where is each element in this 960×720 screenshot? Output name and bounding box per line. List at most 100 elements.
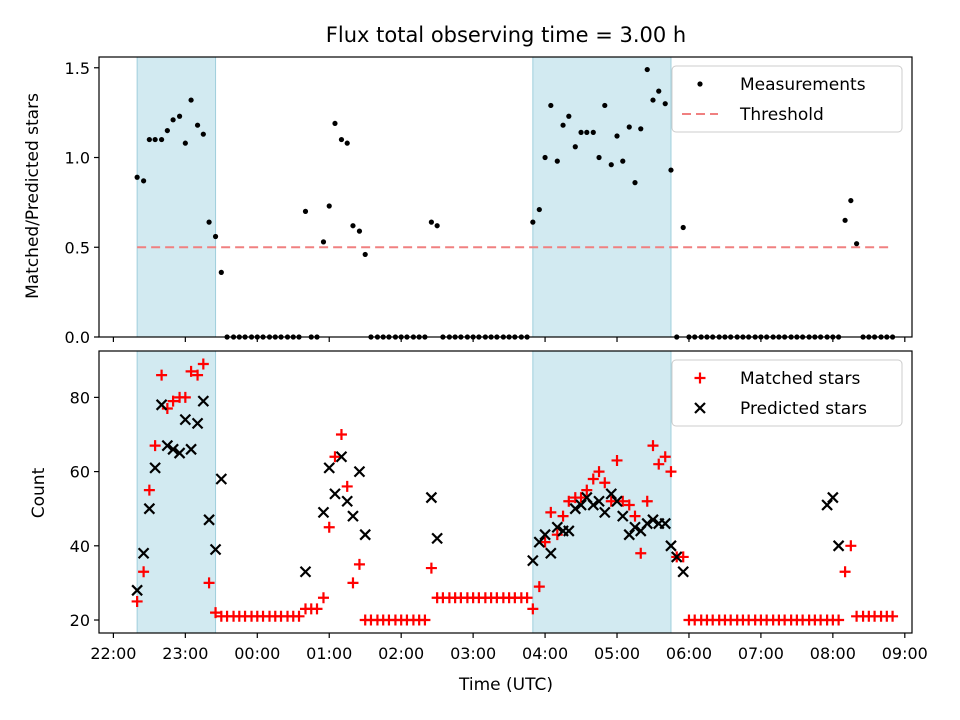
measurement-point [596,154,602,161]
chart-title: Flux total observing time = 3.00 h [326,23,686,47]
measurement-point [626,124,632,130]
predicted-star-point [173,447,186,459]
measurement-point [141,178,147,184]
matched-star-point [425,562,437,574]
matched-star-point [131,595,143,607]
predicted-star-point [335,450,348,463]
matched-star-point [641,495,653,507]
measurement-point [218,269,224,275]
measurement-point [206,219,212,225]
measurement-point [164,127,170,134]
measurement-point [632,180,638,186]
matched-star-point [545,506,557,518]
predicted-star-point [527,554,539,567]
predicted-star-point [191,417,204,430]
predicted-star-point [347,510,359,522]
measurement-point [608,162,614,168]
matched-star-point [167,395,179,407]
measurement-point [650,97,656,103]
measurement-point [356,228,363,234]
matched-star-point [149,440,161,452]
bottom-y-axis-label: Count [29,467,49,518]
legend-measurement-marker [697,81,703,87]
y-tick-label: 60 [70,463,90,482]
measurement-point [176,113,183,119]
measurement-point [134,174,140,180]
predicted-star-point [593,495,605,508]
measurement-point [530,219,536,225]
matched-star-point [563,495,575,507]
predicted-star-point [575,499,587,511]
predicted-star-point [563,525,575,537]
predicted-star-point [616,510,629,522]
matched-star-point [839,566,851,578]
measurement-point [182,140,188,146]
matched-star-point [833,614,845,626]
matched-star-point [138,566,150,578]
matched-star-point [347,577,359,589]
top-y-axis-label: Matched/Predicted stars [23,93,43,299]
matched-star-point [197,358,209,370]
predicted-star-point [203,514,215,526]
predicted-star-point [670,551,683,563]
measurement-point [542,154,548,161]
measurement-point [536,206,542,213]
y-tick-label: 0.5 [65,238,90,257]
matched-star-point [156,369,168,381]
y-tick-label: 0.0 [65,328,90,347]
legend-box [671,359,903,427]
measurement-point [644,66,650,73]
predicted-star-point [587,499,600,511]
matched-star-point [845,540,857,552]
y-tick-label: 1.5 [65,59,90,78]
predicted-star-point [605,488,618,500]
measurement-point [548,102,554,109]
measurement-point [668,167,674,173]
predicted-star-point [215,473,228,485]
x-tick-label: 00:00 [234,644,280,663]
legend-matched-marker [694,372,706,384]
matched-star-point [161,403,173,415]
predicted-star-point [179,413,192,426]
matched-star-point [527,603,539,615]
legend-predicted-marker [694,402,706,414]
measurement-point [200,131,206,137]
measurement-point [326,203,332,209]
legend: Matched stars Predicted stars [671,359,903,427]
measurement-point [854,241,860,247]
measurement-point [656,88,662,94]
matched-star-point [311,603,323,615]
predicted-star-point [425,491,438,504]
measurement-point [212,233,219,240]
predicted-star-point [209,543,222,556]
predicted-star-point [431,532,443,545]
measurement-point [428,219,434,225]
matched-star-point [539,536,551,548]
predicted-star-point [137,547,150,560]
measurement-point [332,120,338,127]
measurement-point [434,223,440,229]
matched-star-point [629,510,641,522]
measurement-point [152,136,158,143]
predicted-star-point [167,443,179,456]
measurement-point [638,126,644,132]
predicted-star-point [185,443,197,456]
x-tick-label: 04:00 [522,644,568,663]
measurement-point [344,140,350,146]
predicted-star-point [623,528,636,541]
matched-star-point [605,495,617,507]
matched-star-point [551,529,563,541]
matched-star-point [587,473,599,485]
measurement-point [848,197,854,204]
matched-star-point [617,495,629,507]
matched-star-point [581,484,593,496]
measurement-point [146,136,152,143]
matched-star-point [353,558,365,570]
top-panel: 0.0 0.5 1.0 1.5 Measurements Threshold [65,56,913,347]
matched-star-point [623,499,635,511]
predicted-star-point [197,395,210,407]
x-tick-label: 06:00 [666,644,712,663]
matched-star-point [203,577,215,589]
predicted-star-point [341,495,353,508]
